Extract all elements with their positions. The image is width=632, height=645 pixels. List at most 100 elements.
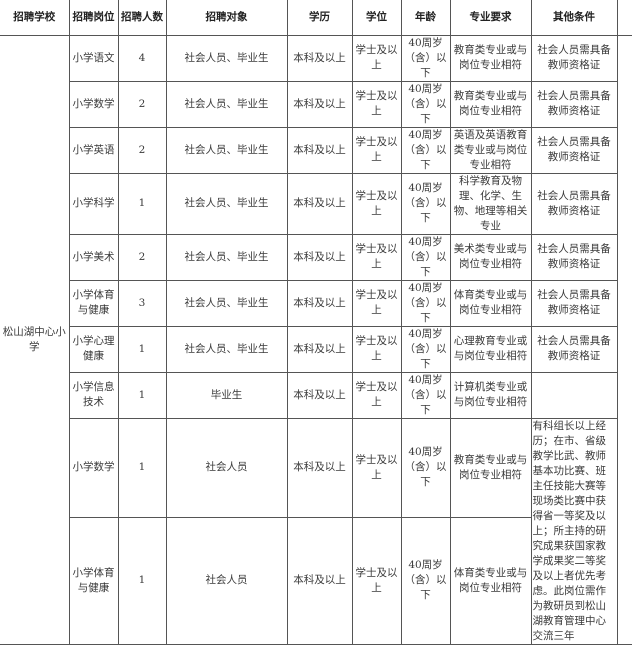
blank-cell: [616, 127, 632, 173]
blank-cell: [616, 517, 632, 645]
post-cell: 小学美术: [68, 233, 119, 281]
other-cell: 社会人员需具备教师资格证: [530, 126, 618, 174]
count-cell: 1: [117, 172, 167, 235]
major-cell: 教育类专业或与岗位专业相符: [449, 34, 532, 82]
target-cell: 社会人员、毕业生: [165, 325, 288, 373]
count-cell: 4: [117, 34, 167, 82]
header-blank: [616, 0, 632, 36]
post-cell: 小学科学: [68, 172, 119, 235]
target-cell: 社会人员、毕业生: [165, 279, 288, 327]
other-cell-merged: 有科组长以上经历；在市、省级教学比武、教师基本功比赛、班主任技能大赛等现场类比赛…: [530, 417, 618, 645]
education-cell: 本科及以上: [286, 371, 353, 419]
education-cell: 本科及以上: [286, 279, 353, 327]
degree-cell: 学士及以上: [351, 417, 402, 518]
major-cell: 美术类专业或与岗位专业相符: [449, 233, 532, 281]
age-cell: 40周岁（含）以下: [400, 80, 451, 128]
major-cell: 英语及英语教育类专业或与岗位专业相符: [449, 126, 532, 174]
post-cell: 小学语文: [68, 34, 119, 82]
other-cell: 社会人员需具备教师资格证: [530, 233, 618, 281]
post-cell: 小学数学: [68, 80, 119, 128]
table-row: 小学美术 2 社会人员、毕业生 本科及以上 学士及以上 40周岁（含）以下 美术类专业或与岗…: [0, 233, 632, 281]
target-cell: 社会人员、毕业生: [165, 34, 288, 82]
education-cell: 本科及以上: [286, 516, 353, 645]
degree-cell: 学士及以上: [351, 516, 402, 645]
blank-cell: [616, 418, 632, 518]
degree-cell: 学士及以上: [351, 172, 402, 235]
header-age: 年龄: [400, 0, 451, 36]
blank-cell: [616, 234, 632, 280]
education-cell: 本科及以上: [286, 34, 353, 82]
post-cell: 小学数学: [68, 417, 119, 518]
education-cell: 本科及以上: [286, 417, 353, 518]
header-target: 招聘对象: [165, 0, 288, 36]
table-row: 小学英语 2 社会人员、毕业生 本科及以上 学士及以上 40周岁（含）以下 英语及英语教育类…: [0, 126, 632, 174]
table-row: 小学科学 1 社会人员、毕业生 本科及以上 学士及以上 40周岁（含）以下 科学教育及物理、…: [0, 172, 632, 235]
post-cell: 小学英语: [68, 126, 119, 174]
table-row: 小学数学 1 社会人员 本科及以上 学士及以上 40周岁（含）以下 教育类专业或与岗位专业相…: [0, 417, 632, 645]
age-cell: 40周岁（含）以下: [400, 371, 451, 419]
major-cell: 科学教育及物理、化学、生物、地理等相关专业: [449, 172, 532, 235]
education-cell: 本科及以上: [286, 80, 353, 128]
table-row: 松山湖中心小学 小学语文 4 社会人员、毕业生 本科及以上 学士及以上 40周岁（含）以下教…: [0, 34, 632, 645]
target-cell: 社会人员: [165, 516, 288, 645]
target-cell: 社会人员: [165, 417, 288, 518]
target-cell: 社会人员、毕业生: [165, 126, 288, 174]
age-cell: 40周岁（含）以下: [400, 279, 451, 327]
age-cell: 40周岁（含）以下: [400, 417, 451, 518]
education-cell: 本科及以上: [286, 172, 353, 235]
age-cell: 40周岁（含）以下: [400, 126, 451, 174]
degree-cell: 学士及以上: [351, 126, 402, 174]
other-cell: 社会人员需具备教师资格证: [530, 80, 618, 128]
degree-cell: 学士及以上: [351, 233, 402, 281]
other-cell: 社会人员需具备教师资格证: [530, 34, 618, 82]
target-cell: 社会人员、毕业生: [165, 172, 288, 235]
count-cell: 2: [117, 233, 167, 281]
education-cell: 本科及以上: [286, 325, 353, 373]
count-cell: 1: [117, 371, 167, 419]
blank-cell: [616, 326, 632, 372]
degree-cell: 学士及以上: [351, 80, 402, 128]
degree-cell: 学士及以上: [351, 325, 402, 373]
degree-cell: 学士及以上: [351, 34, 402, 82]
blank-cell: [616, 35, 632, 81]
count-cell: 1: [117, 516, 167, 645]
post-cell: 小学信息技术: [68, 371, 119, 419]
target-cell: 毕业生: [165, 371, 288, 419]
age-cell: 40周岁（含）以下: [400, 233, 451, 281]
header-education: 学历: [286, 0, 353, 36]
header-school: 招聘学校: [0, 0, 70, 36]
table-row: 小学体育与健康 3 社会人员、毕业生 本科及以上 学士及以上 40周岁（含）以下 体育类专业…: [0, 279, 632, 327]
school-cell: 松山湖中心小学: [0, 34, 70, 645]
major-cell: 体育类专业或与岗位专业相符: [449, 516, 532, 645]
header-degree: 学位: [351, 0, 402, 36]
header-other: 其他条件: [530, 0, 618, 36]
header-row: 招聘学校 招聘岗位 招聘人数 招聘对象 学历 学位 年龄 专业要求 其他条件: [0, 0, 632, 36]
blank-cell: [616, 173, 632, 234]
age-cell: 40周岁（含）以下: [400, 325, 451, 373]
target-cell: 社会人员、毕业生: [165, 80, 288, 128]
degree-cell: 学士及以上: [351, 371, 402, 419]
education-cell: 本科及以上: [286, 233, 353, 281]
count-cell: 3: [117, 279, 167, 327]
age-cell: 40周岁（含）以下: [400, 172, 451, 235]
major-cell: 计算机类专业或与岗位专业相符: [449, 371, 532, 419]
blank-cell: [616, 372, 632, 418]
header-major: 专业要求: [449, 0, 532, 36]
blank-cell: [616, 280, 632, 326]
other-cell: 社会人员需具备教师资格证: [530, 325, 618, 373]
other-cell: 社会人员需具备教师资格证: [530, 172, 618, 235]
major-cell: 教育类专业或与岗位专业相符: [449, 417, 532, 518]
other-cell: 社会人员需具备教师资格证: [530, 279, 618, 327]
education-cell: 本科及以上: [286, 126, 353, 174]
count-cell: 2: [117, 126, 167, 174]
age-cell: 40周岁（含）以下: [400, 34, 451, 82]
post-cell: 小学心理健康: [68, 325, 119, 373]
table-row: 小学数学 2 社会人员、毕业生 本科及以上 学士及以上 40周岁（含）以下 教育类专业或与岗…: [0, 80, 632, 128]
table-row: 小学信息技术 1 毕业生 本科及以上 学士及以上 40周岁（含）以下 计算机类专业或与岗位专…: [0, 371, 632, 419]
age-cell: 40周岁（含）以下: [400, 516, 451, 645]
major-cell: 体育类专业或与岗位专业相符: [449, 279, 532, 327]
count-cell: 1: [117, 417, 167, 518]
other-cell: [530, 371, 618, 419]
blank-cell: [616, 81, 632, 127]
